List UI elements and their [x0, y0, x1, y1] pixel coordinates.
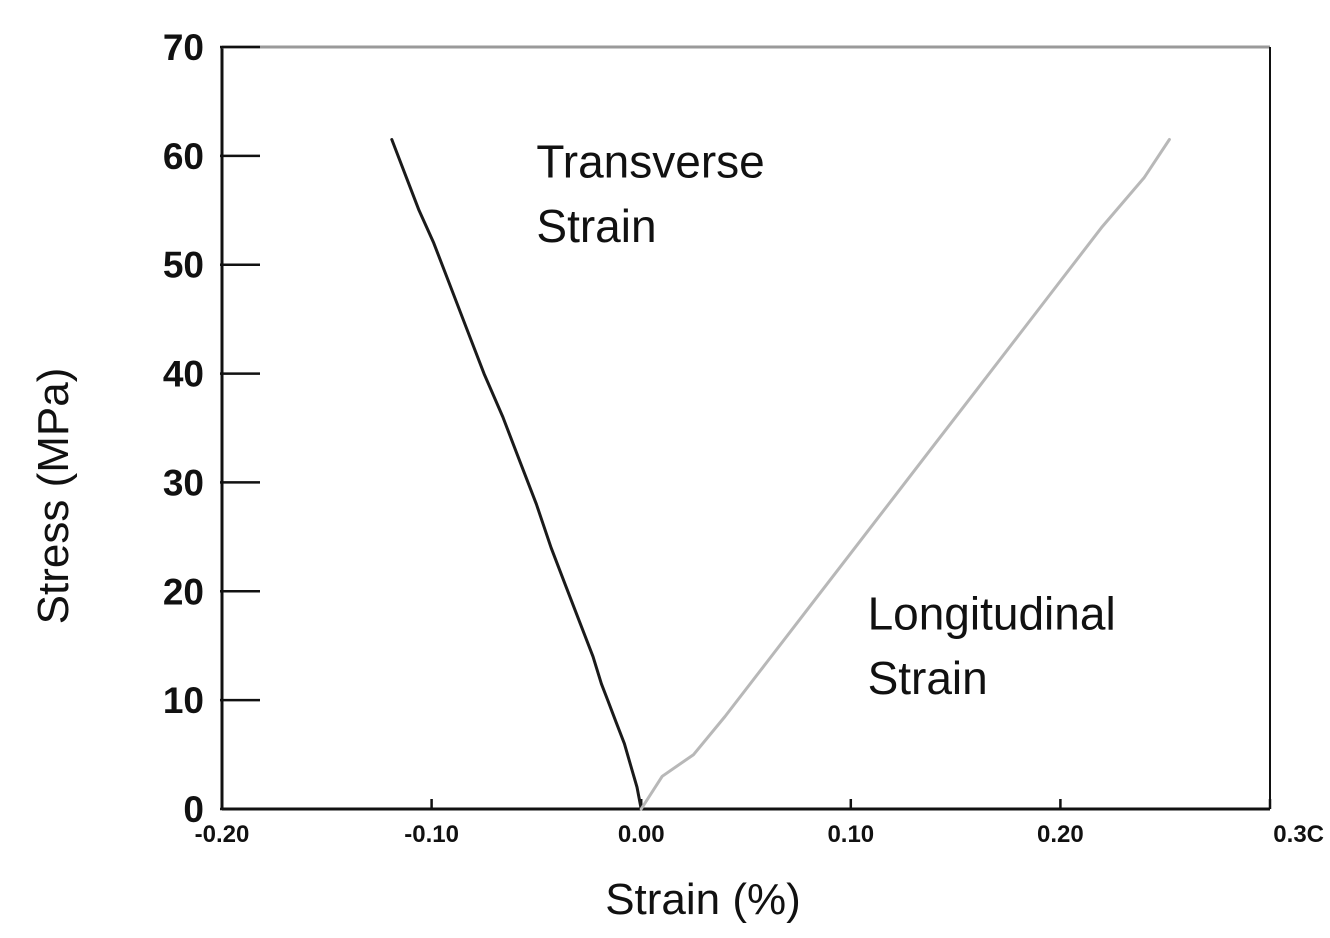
y-axis-ticks: 0 10 20 30 40 50 60 70 [163, 27, 260, 830]
x-tick-label: 0.00 [618, 821, 665, 848]
transverse-strain-line [390, 138, 643, 811]
y-tick-label: 0 [183, 789, 204, 830]
annotation-line: Transverse [536, 136, 764, 188]
x-axis-title: Strain (%) [605, 875, 801, 924]
y-tick-label: 40 [163, 354, 204, 395]
annotation-line: Longitudinal [868, 587, 1116, 639]
x-axis-ticks: -0.20 -0.10 0.00 0.10 0.20 0.3C [195, 799, 1324, 848]
annotation-line: Strain [536, 200, 656, 252]
annotation-layer: Transverse Strain Longitudinal Strain [536, 136, 1115, 704]
y-tick-label: 50 [163, 245, 204, 286]
y-tick-label: 30 [163, 462, 204, 503]
x-tick-label: 0.20 [1037, 821, 1084, 848]
x-tick-label: -0.10 [404, 821, 459, 848]
y-tick-label: 20 [163, 571, 204, 612]
longitudinal-strain-line [639, 138, 1171, 811]
series-layer [390, 138, 1171, 811]
y-tick-label: 70 [163, 27, 204, 68]
y-tick-label: 10 [163, 680, 204, 721]
x-tick-label: 0.3C [1273, 821, 1324, 848]
x-tick-label: -0.20 [195, 821, 250, 848]
annotation-line: Strain [868, 652, 988, 704]
transverse-strain-annotation: Transverse Strain [536, 136, 764, 252]
y-axis-title: Stress (MPa) [29, 368, 78, 625]
longitudinal-strain-annotation: Longitudinal Strain [868, 587, 1116, 703]
x-tick-label: 0.10 [827, 821, 874, 848]
plot-frame [220, 45, 1271, 811]
y-tick-label: 60 [163, 136, 204, 177]
